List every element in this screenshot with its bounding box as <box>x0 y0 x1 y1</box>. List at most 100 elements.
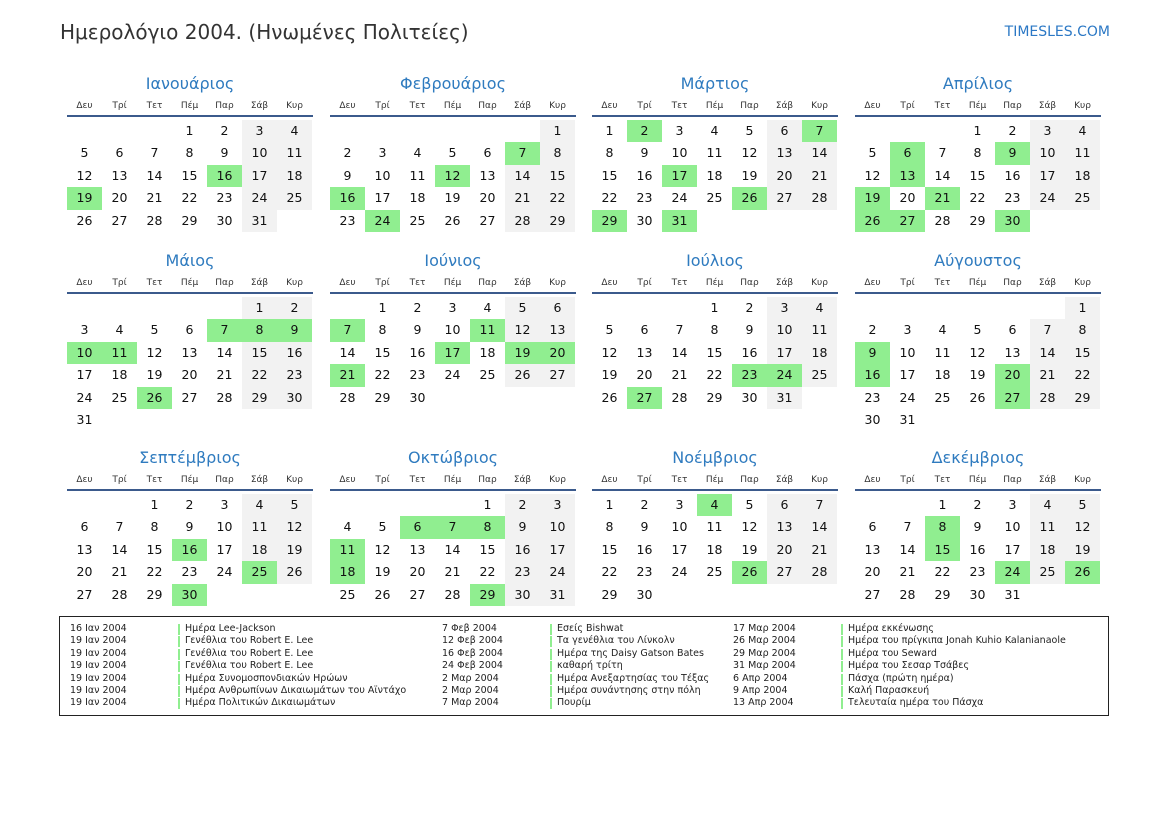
weekday-label: Κυρ <box>286 278 303 288</box>
day-cell: 4 <box>710 123 719 138</box>
empty-cell <box>505 387 540 409</box>
weekday-label: Τετ <box>671 475 688 485</box>
day-cell: 9 <box>995 142 1030 165</box>
day-cell: 13 <box>540 319 575 342</box>
weekday-label: Τρί <box>375 475 390 485</box>
day-cell: 1 <box>605 497 614 512</box>
weekday-label: Σάβ <box>775 101 794 111</box>
day-cell: 24 <box>671 190 688 206</box>
day-cell: 19 <box>67 187 102 210</box>
day-cell: 23 <box>732 364 767 387</box>
day-cell: 29 <box>969 212 986 228</box>
holiday-row: 6 Απρ 2004 Πάσχα (πρώτη ημέρα) <box>733 673 1066 685</box>
week-row: 18 19 20 21 22 23 24 <box>330 561 576 584</box>
page-title: Ημερολόγιο 2004. (Ηνωμένες Πολιτείες) <box>60 20 469 44</box>
month-4: Απρίλιος Δευ Τρί Τετ Πέμ Παρ Σάβ Κυρ 1 2 3 4 5 6 7 8 9 10… <box>855 73 1101 232</box>
day-cell: 15 <box>181 167 198 183</box>
day-cell: 1 <box>1065 297 1100 320</box>
day-cell: 7 <box>150 145 159 161</box>
day-cell: 8 <box>242 319 277 342</box>
site-link[interactable]: TIMESLES.COM <box>1004 24 1110 40</box>
month-name: Δεκέμβριος <box>931 448 1025 467</box>
week-row: 26 27 28 29 30 <box>855 209 1101 232</box>
day-cell: 10 <box>899 344 916 360</box>
holiday-date: 19 Ιαν 2004 <box>70 672 127 684</box>
holiday-date: 19 Ιαν 2004 <box>70 697 127 709</box>
day-cell: 18 <box>111 367 128 383</box>
holiday-name: Τελευταία ημέρα του Πάσχα <box>848 697 984 709</box>
holiday-marker <box>550 624 552 635</box>
empty-cell <box>67 297 102 319</box>
day-cell: 15 <box>601 167 618 183</box>
day-cell: 16 <box>636 541 653 557</box>
empty-cell <box>207 409 242 431</box>
day-cell: 14 <box>934 167 951 183</box>
week-row: 24 25 26 27 28 29 30 <box>67 386 313 409</box>
day-cell: 28 <box>802 187 837 210</box>
day-cell: 23 <box>1004 190 1021 206</box>
holiday-marker <box>550 661 552 673</box>
day-cell: 14 <box>505 164 540 188</box>
day-cell: 22 <box>934 564 951 580</box>
holiday-name: Ημέρα Πολιτικών Δικαιωμάτων <box>185 697 336 709</box>
weekday-label: Τετ <box>671 101 688 111</box>
day-cell: 8 <box>540 142 575 165</box>
day-cell: 23 <box>277 364 312 387</box>
day-cell: 15 <box>925 538 960 562</box>
empty-cell <box>242 409 277 431</box>
day-cell: 8 <box>185 145 194 161</box>
day-cell: 12 <box>505 319 540 342</box>
day-cell: 6 <box>640 322 649 338</box>
weekday-label: Κυρ <box>1074 278 1091 288</box>
day-cell: 29 <box>374 389 391 405</box>
day-cell: 5 <box>868 145 877 161</box>
weekday-label: Δευ <box>864 278 881 288</box>
holiday-name: Ημέρα Lee-Jackson <box>185 623 276 634</box>
day-cell: 6 <box>868 519 877 535</box>
day-cell: 21 <box>925 187 960 210</box>
weekday-label: Πέμ <box>180 101 199 111</box>
week-row: 22 23 24 25 26 27 28 <box>592 187 838 210</box>
day-cell: 25 <box>1030 561 1065 584</box>
empty-cell <box>960 297 995 319</box>
empty-cell <box>172 297 207 319</box>
day-cell: 4 <box>938 322 947 338</box>
holiday-marker <box>178 661 180 673</box>
month-7: Ιούλιος Δευ Τρί Τετ Πέμ Παρ Σάβ Κυρ 1 2 3 4 5 6 7 8 9 10 1… <box>592 250 838 409</box>
day-cell: 8 <box>1065 319 1100 342</box>
weekday-label: Πέμ <box>705 278 724 288</box>
weekday-label: Παρ <box>740 278 759 288</box>
holiday-row: 19 Ιαν 2004 Γενέθλια του Robert E. Lee <box>70 648 406 660</box>
empty-cell <box>172 409 207 431</box>
day-cell: 28 <box>216 389 233 405</box>
day-cell: 23 <box>636 190 653 206</box>
day-cell: 25 <box>409 212 426 228</box>
weekday-header: Δευ Τρί Τετ Πέμ Παρ Σάβ Κυρ <box>67 274 313 294</box>
holiday-row: 19 Ιαν 2004 Ημέρα Πολιτικών Δικαιωμάτων <box>70 697 406 710</box>
day-cell: 2 <box>277 297 312 320</box>
holiday-name: Ημέρα του πρίγκιπα Jonah Kuhio Kalaniana… <box>848 635 1066 647</box>
empty-cell <box>102 297 137 319</box>
week-row: 9 10 11 12 13 14 15 <box>855 341 1101 365</box>
weekday-label: Κυρ <box>549 101 566 111</box>
day-cell: 26 <box>444 212 461 228</box>
month-9: Σεπτέμβριος Δευ Τρί Τετ Πέμ Παρ Σάβ Κυρ 1 2 3 4 5 6 7 8… <box>67 447 313 606</box>
weekday-label: Τετ <box>409 278 426 288</box>
day-cell: 24 <box>76 389 93 405</box>
day-cell: 10 <box>671 519 688 535</box>
day-cell: 13 <box>636 344 653 360</box>
day-cell: 10 <box>540 516 575 539</box>
day-cell: 23 <box>409 367 426 383</box>
empty-cell <box>330 297 365 319</box>
day-cell: 13 <box>864 541 881 557</box>
day-cell: 4 <box>277 120 312 143</box>
empty-cell <box>855 494 890 516</box>
day-cell: 21 <box>146 190 163 206</box>
weekday-label: Δευ <box>76 101 93 111</box>
empty-cell <box>802 584 837 606</box>
day-cell: 11 <box>470 319 505 342</box>
day-cell: 20 <box>636 367 653 383</box>
week-row: 6 7 8 9 10 11 12 <box>67 516 313 539</box>
weekday-label: Παρ <box>740 475 759 485</box>
